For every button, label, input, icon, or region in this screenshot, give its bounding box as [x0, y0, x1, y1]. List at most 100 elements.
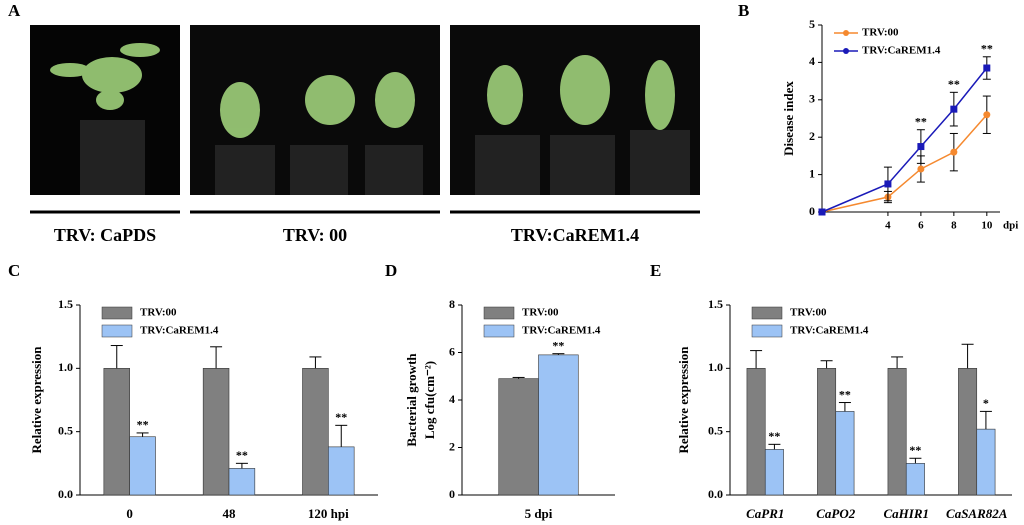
bar: [129, 436, 156, 496]
y-tick-label: 0.0: [58, 487, 73, 501]
bar: [958, 368, 978, 496]
marker: [884, 180, 892, 188]
significance: **: [948, 77, 960, 91]
bar: [887, 368, 907, 496]
legend-swatch: [751, 306, 783, 320]
marker: [983, 64, 991, 72]
x-tick-label: 5 dpi: [525, 506, 553, 521]
y-tick-label: 0.5: [58, 423, 73, 437]
bar: [835, 411, 855, 496]
legend-label: TRV:CaREM1.4: [140, 325, 219, 337]
significance: **: [552, 338, 564, 352]
y-tick-label: 5: [809, 17, 815, 31]
marker: [983, 111, 991, 119]
y-tick-label: 1: [809, 166, 815, 180]
panel-label: E: [650, 261, 661, 280]
y-tick-label: 4: [449, 392, 455, 406]
y-tick-label: 6: [449, 344, 455, 358]
y-axis-label: Relative expression: [676, 346, 691, 454]
x-tick-label: CaHIR1: [883, 506, 929, 521]
significance: **: [839, 387, 851, 401]
line: [821, 114, 988, 213]
panel-label: A: [8, 1, 21, 20]
photo-caption: TRV: CaPDS: [54, 225, 156, 245]
y-tick-label: 1.0: [708, 360, 723, 374]
marker: [917, 165, 925, 173]
panel-label: D: [385, 261, 397, 280]
significance: *: [983, 396, 989, 410]
bar: [302, 368, 329, 496]
legend-label: TRV:CaREM1.4: [522, 325, 601, 337]
x-tick-label: CaSAR82A: [946, 506, 1008, 521]
legend-label: TRV:00: [140, 307, 177, 319]
y-tick-label: 0.0: [708, 487, 723, 501]
significance: **: [981, 42, 993, 56]
bar: [202, 368, 230, 496]
x-tick-label: CaPR1: [746, 506, 784, 521]
bar: [905, 463, 925, 496]
legend-swatch: [751, 324, 783, 338]
marker: [950, 105, 958, 113]
x-tick-label: 4: [885, 220, 891, 232]
bar: [228, 468, 256, 496]
leaves: [50, 43, 675, 138]
significance: **: [335, 410, 347, 424]
y-tick-label: 2: [809, 129, 815, 143]
y-tick-label: 0: [809, 204, 815, 218]
legend-swatch: [101, 324, 133, 338]
marker: [950, 148, 958, 156]
line: [821, 67, 988, 213]
y-tick-label: 2: [449, 439, 455, 453]
bar: [976, 428, 996, 496]
bar: [498, 378, 539, 496]
bar: [103, 368, 130, 496]
bar: [538, 354, 579, 496]
bar: [746, 368, 766, 496]
bar: [328, 446, 355, 496]
y-tick-label: 1.0: [58, 360, 73, 374]
photo-caption: TRV: 00: [283, 225, 347, 245]
legend-swatch: [483, 306, 515, 320]
legend-marker: [843, 30, 849, 36]
y-tick-label: 8: [449, 297, 455, 311]
x-tick-label: 10: [981, 220, 993, 232]
y-axis-label: Relative expression: [29, 346, 44, 454]
y-axis-label: Bacterial growth: [404, 353, 419, 447]
legend-label: TRV:00: [522, 307, 559, 319]
y-tick-label: 1.5: [708, 297, 723, 311]
panel-label: B: [738, 1, 749, 20]
significance: **: [236, 448, 248, 462]
significance: **: [909, 443, 921, 457]
y-tick-label: 1.5: [58, 297, 73, 311]
legend-label: TRV:00: [862, 27, 899, 39]
significance: **: [768, 429, 780, 443]
x-tick-label: 8: [951, 220, 957, 232]
y-axis-label: Log cfu(cm⁻²): [422, 361, 437, 439]
panel-label: C: [8, 261, 20, 280]
x-tick-label: 6: [918, 220, 924, 232]
y-tick-label: 4: [809, 54, 815, 68]
y-tick-label: 0: [449, 487, 455, 501]
bar: [817, 368, 837, 496]
y-axis-label: Disease index: [781, 81, 796, 156]
y-tick-label: 0.5: [708, 423, 723, 437]
x-tick-label: CaPO2: [816, 506, 856, 521]
legend-swatch: [483, 324, 515, 338]
legend-label: TRV:CaREM1.4: [790, 325, 869, 337]
marker: [917, 143, 925, 151]
significance: **: [137, 418, 149, 432]
y-tick-label: 3: [809, 92, 815, 106]
pots: [80, 120, 690, 195]
bar: [764, 449, 784, 496]
photos: TRV: CaPDS TRV: 00 TRV:CaREM1.4: [30, 25, 700, 245]
x-unit: dpi: [1003, 220, 1018, 232]
marker: [818, 208, 826, 216]
legend-swatch: [101, 306, 133, 320]
legend-label: TRV:CaREM1.4: [862, 45, 941, 57]
photo-caption: TRV:CaREM1.4: [511, 225, 639, 245]
x-tick-label: 120 hpi: [308, 506, 349, 521]
legend-label: TRV:00: [790, 307, 827, 319]
significance: **: [915, 114, 927, 128]
x-tick-label: 48: [223, 506, 237, 521]
